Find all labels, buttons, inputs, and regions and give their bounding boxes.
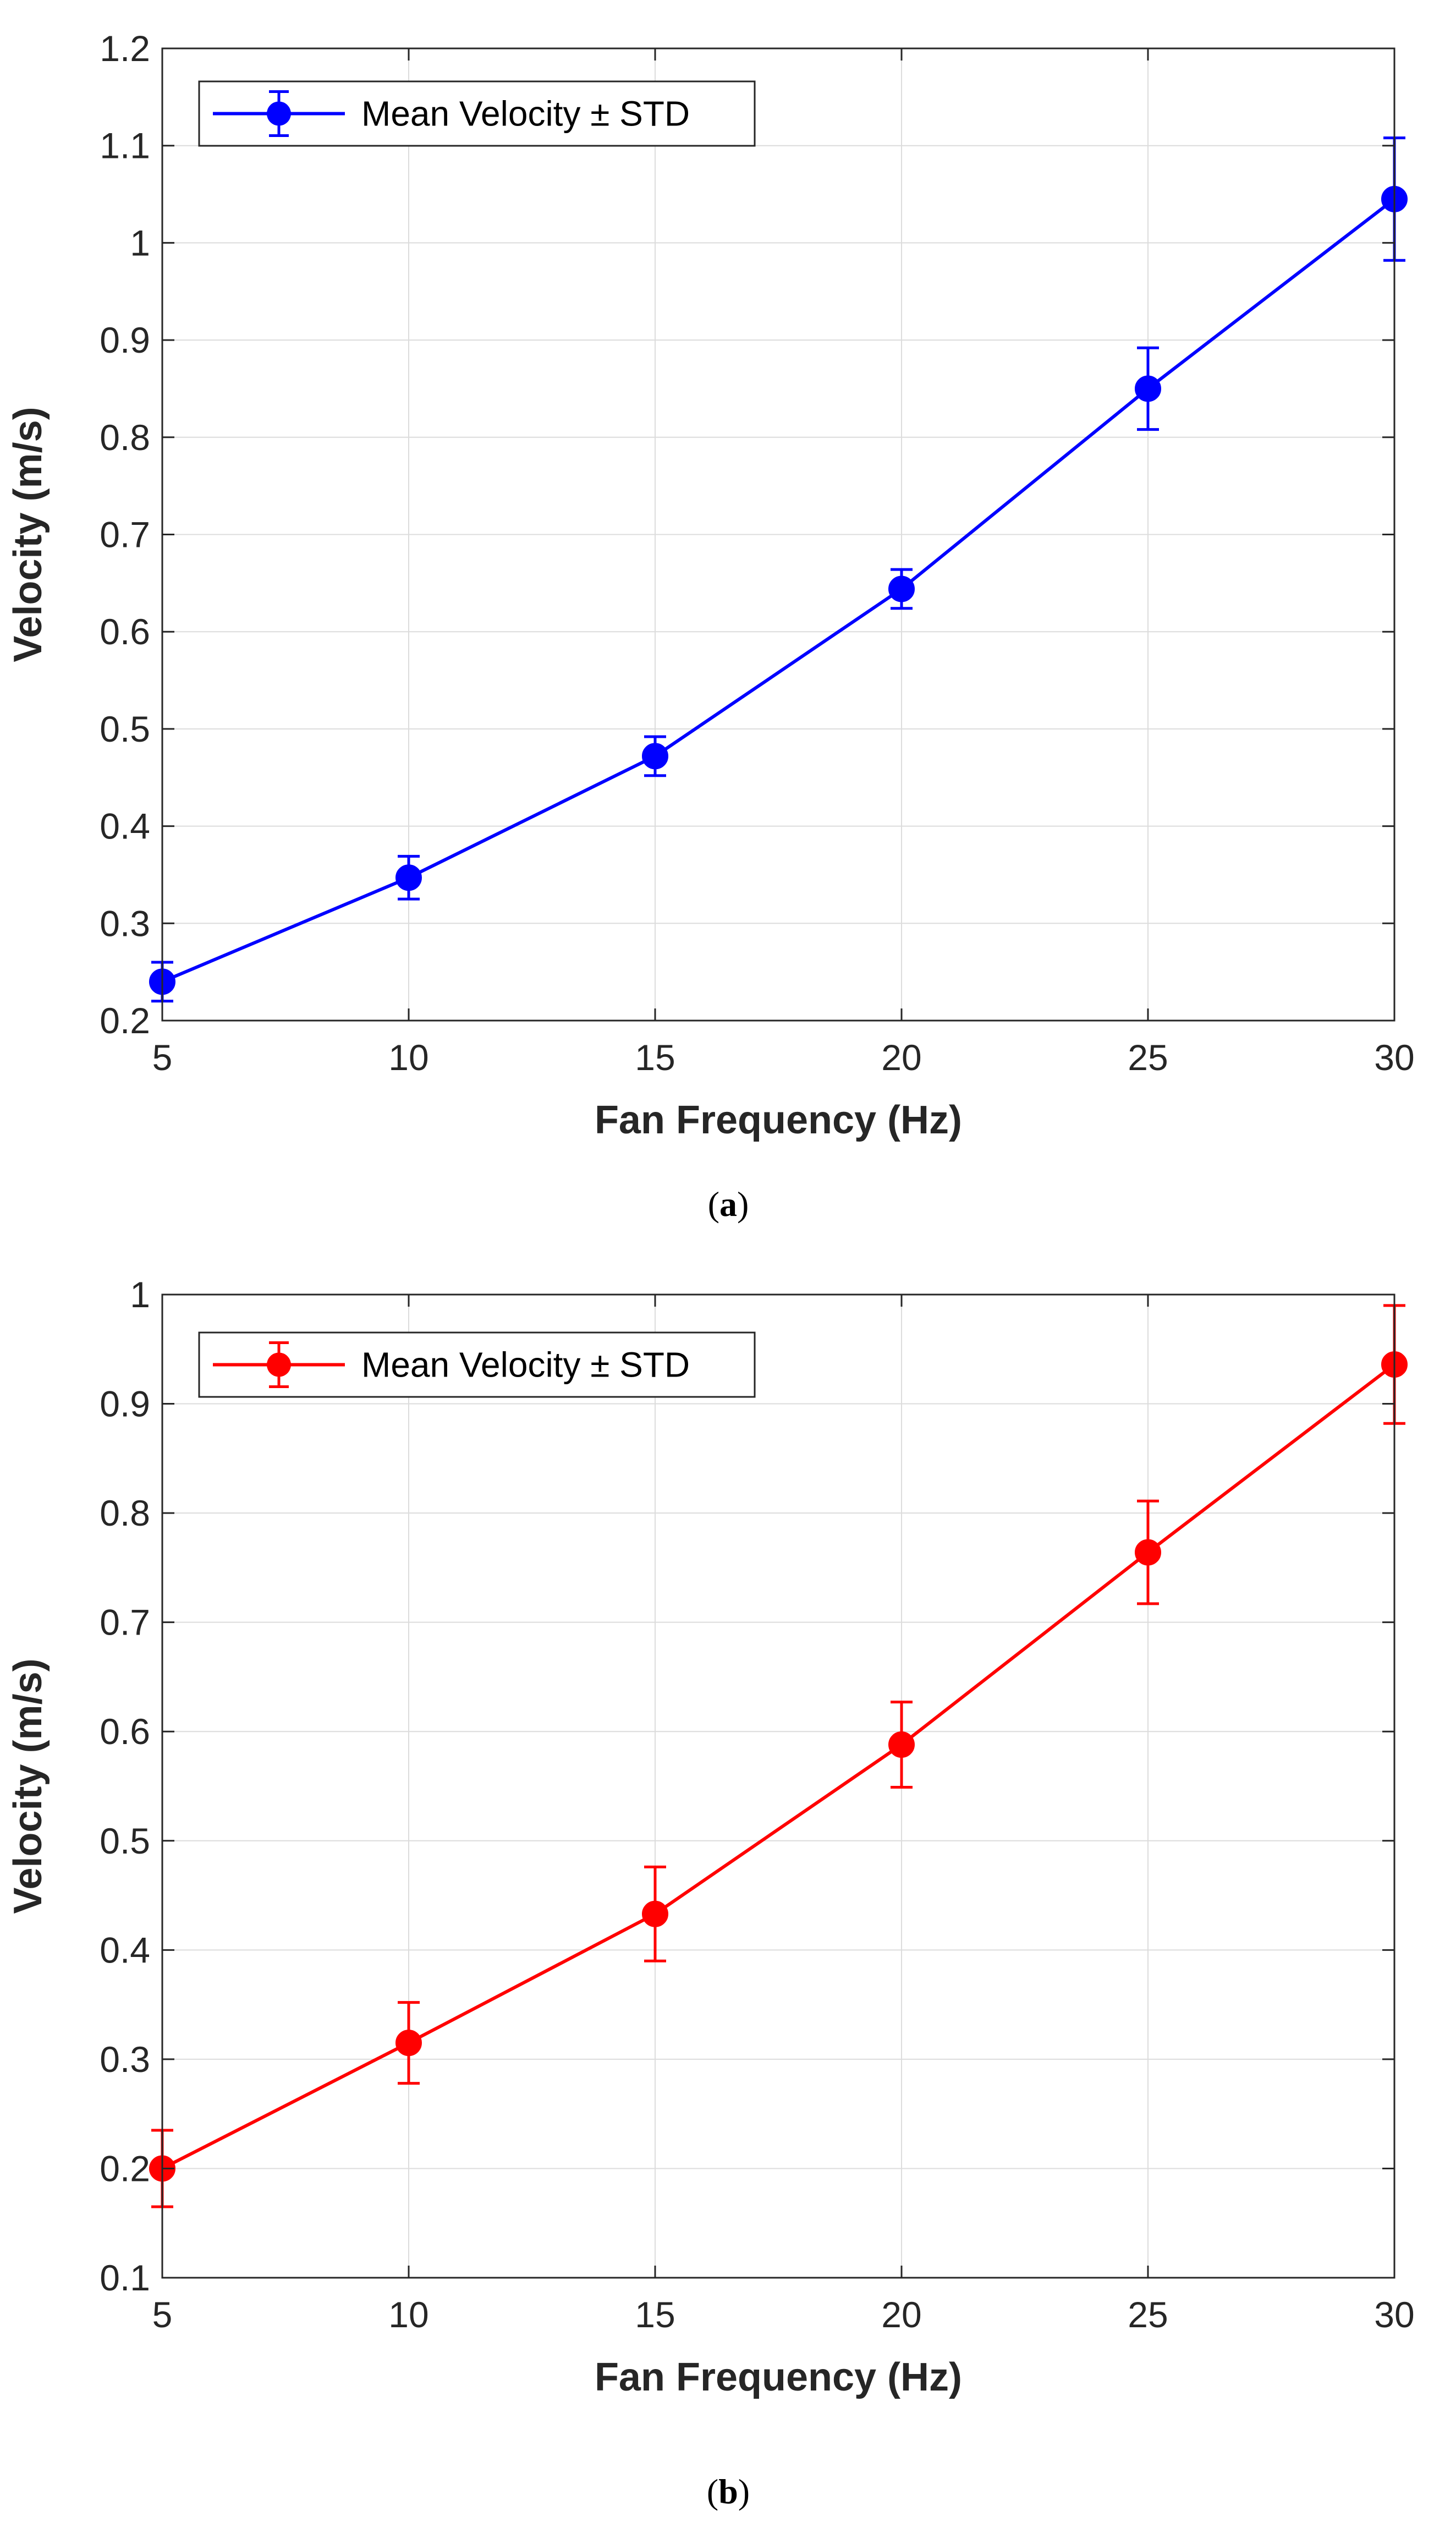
chart-a-data-point	[395, 864, 422, 891]
chart-a-y-ticks: 0.2 0.3 0.4 0.5 0.6 0.7 0.8 0.9 1 1.1 1.2	[100, 28, 1394, 1041]
chart-a-y-tick-label: 0.4	[100, 806, 150, 847]
chart-b-y-tick-label: 0.8	[100, 1493, 150, 1533]
chart-b-plot-frame	[161, 1293, 1395, 2279]
chart-b-y-tick-label: 0.7	[100, 1602, 150, 1643]
chart-a-y-tick-label: 1	[130, 222, 150, 263]
chart-b-legend-label: Mean Velocity ± STD	[361, 1345, 690, 1385]
chart-panel-a: 5 10 15 20 25 30 0.2 0.3 0.4 0.5 0.6 0.7 0.8 0.9 1 1.1…	[6, 28, 1415, 1224]
chart-a-caption: (a)	[708, 1185, 749, 1224]
chart-a-data-point	[642, 743, 668, 770]
chart-a-legend-marker	[267, 101, 291, 126]
chart-a-x-tick-label: 30	[1374, 1037, 1414, 1078]
chart-a-y-tick-label: 1.1	[100, 125, 150, 166]
chart-b-y-axis-label: Velocity (m/s)	[6, 1658, 50, 1914]
chart-a-legend: Mean Velocity ± STD	[198, 80, 756, 147]
chart-a-series-line	[161, 198, 1395, 984]
chart-b-grid	[162, 1294, 1395, 2278]
chart-a-x-ticks: 5 10 15 20 25 30	[152, 48, 1415, 1078]
chart-a-y-tick-label: 0.6	[100, 611, 150, 652]
chart-b-y-tick-label: 1	[130, 1274, 150, 1315]
chart-a-data-point	[1135, 375, 1161, 402]
chart-a-x-tick-label: 5	[152, 1037, 173, 1078]
chart-a-y-tick-label: 1.2	[100, 28, 150, 69]
chart-b-y-tick-label: 0.2	[100, 2148, 150, 2189]
chart-a-y-tick-label: 0.5	[100, 709, 150, 749]
chart-a-y-tick-label: 0.2	[100, 1000, 150, 1041]
chart-a-data-point	[888, 575, 915, 602]
chart-b-series	[149, 1304, 1408, 2208]
chart-b-y-ticks: 0.1 0.2 0.3 0.4 0.5 0.6 0.7 0.8 0.9 1	[100, 1274, 1394, 2298]
chart-a-y-tick-label: 0.9	[100, 320, 150, 360]
chart-a-y-tick-label: 0.7	[100, 514, 150, 555]
chart-b-legend-marker	[267, 1352, 291, 1377]
chart-b-data-point	[395, 2030, 422, 2057]
chart-b-x-tick-label: 10	[388, 2294, 428, 2335]
chart-a-series	[149, 136, 1408, 1003]
chart-b-x-tick-label: 30	[1374, 2294, 1414, 2335]
chart-b-y-tick-label: 0.9	[100, 1384, 150, 1424]
chart-b-data-point	[888, 1731, 915, 1758]
chart-b-x-tick-label: 15	[635, 2294, 675, 2335]
chart-a-x-tick-label: 25	[1128, 1037, 1168, 1078]
chart-a-x-tick-label: 15	[635, 1037, 675, 1078]
chart-b-x-ticks: 5 10 15 20 25 30	[152, 1295, 1415, 2335]
chart-panel-b: 5 10 15 20 25 30 0.1 0.2 0.3 0.4 0.5 0.6 0.7 0.8 0.9 1…	[6, 1274, 1415, 2511]
chart-b-data-point	[1135, 1539, 1161, 1566]
chart-a-y-axis-label: Velocity (m/s)	[6, 407, 50, 662]
chart-a-grid	[162, 48, 1395, 1021]
chart-b-x-tick-label: 5	[152, 2294, 173, 2335]
chart-b-y-tick-label: 0.5	[100, 1821, 150, 1861]
chart-a-x-tick-label: 20	[881, 1037, 921, 1078]
chart-b-series-line	[161, 1363, 1395, 2170]
chart-b-caption: (b)	[707, 2472, 750, 2511]
chart-b-y-tick-label: 0.1	[100, 2257, 150, 2298]
chart-a-y-tick-label: 0.8	[100, 417, 150, 458]
chart-b-data-point	[642, 1900, 668, 1927]
chart-a-legend-label: Mean Velocity ± STD	[361, 94, 690, 134]
chart-b-y-tick-label: 0.3	[100, 2039, 150, 2080]
chart-b-x-tick-label: 20	[881, 2294, 921, 2335]
chart-b-x-tick-label: 25	[1128, 2294, 1168, 2335]
chart-b-legend: Mean Velocity ± STD	[198, 1331, 756, 1398]
chart-b-y-tick-label: 0.4	[100, 1929, 150, 1970]
chart-a-x-axis-label: Fan Frequency (Hz)	[595, 1098, 962, 1142]
chart-b-y-tick-label: 0.6	[100, 1711, 150, 1752]
chart-a-y-tick-label: 0.3	[100, 903, 150, 944]
chart-b-x-axis-label: Fan Frequency (Hz)	[595, 2355, 962, 2399]
chart-a-x-tick-label: 10	[388, 1037, 428, 1078]
